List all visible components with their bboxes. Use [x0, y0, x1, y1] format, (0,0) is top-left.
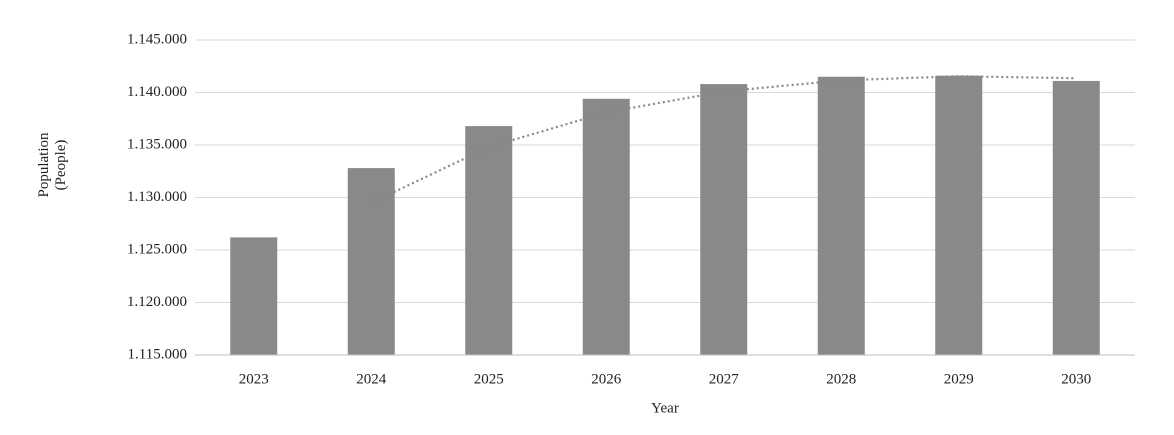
x-tick-label: 2026 [591, 371, 622, 387]
bar [347, 168, 395, 355]
bar [817, 76, 865, 355]
y-axis-title: Population (People) [36, 132, 69, 198]
trendline [370, 75, 1077, 204]
y-tick-label: 1.125.000 [127, 241, 187, 257]
x-tick-label: 2030 [1061, 371, 1091, 387]
y-tick-label: 1.115.000 [128, 346, 187, 362]
x-tick-label: 2029 [944, 371, 974, 387]
bar [700, 84, 748, 355]
x-tick-label: 2028 [826, 371, 856, 387]
x-tick-label: 2023 [239, 371, 269, 387]
y-tick-label: 1.145.000 [127, 31, 187, 47]
y-tick-label: 1.120.000 [127, 294, 187, 310]
x-tick-label: 2025 [474, 371, 504, 387]
x-axis-title: Year [651, 400, 679, 416]
x-tick-label: 2027 [709, 371, 740, 387]
y-tick-label: 1.140.000 [127, 84, 187, 100]
y-tick-label: 1.135.000 [127, 136, 187, 152]
bar [1052, 80, 1100, 355]
bar [230, 237, 278, 355]
bar [935, 75, 983, 355]
bar [582, 98, 630, 356]
x-tick-label: 2024 [356, 371, 387, 387]
y-tick-label: 1.130.000 [127, 189, 187, 205]
bar [465, 126, 513, 355]
